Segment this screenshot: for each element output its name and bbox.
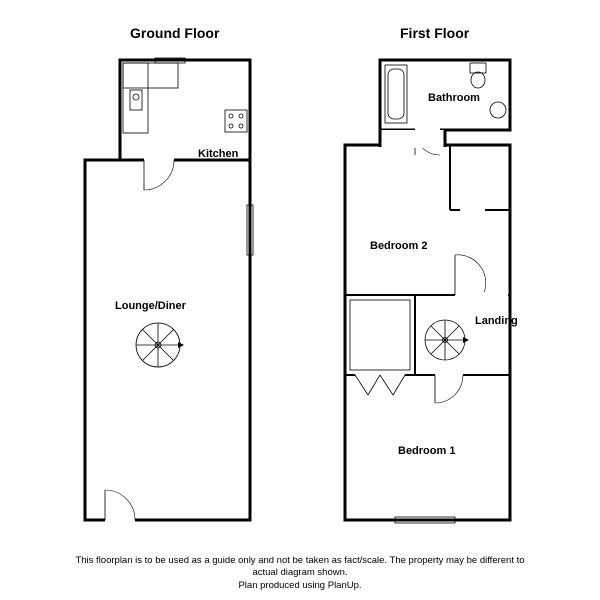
first-floor-title: First Floor	[400, 25, 469, 41]
ground-floor-plan	[80, 55, 280, 535]
disclaimer-line3: Plan produced using PlanUp.	[0, 580, 600, 592]
lounge-label: Lounge/Diner	[115, 300, 186, 312]
first-floor-plan	[340, 55, 540, 535]
disclaimer: This floorplan is to be used as a guide …	[0, 555, 600, 592]
disclaimer-line2: actual diagram shown.	[0, 567, 600, 579]
bedroom1-label: Bedroom 1	[398, 445, 455, 457]
disclaimer-line1: This floorplan is to be used as a guide …	[0, 555, 600, 567]
bedroom2-label: Bedroom 2	[370, 240, 427, 252]
kitchen-label: Kitchen	[198, 148, 238, 160]
ground-floor-title: Ground Floor	[130, 25, 219, 41]
bathroom-label: Bathroom	[428, 92, 480, 104]
landing-label: Landing	[475, 315, 518, 327]
